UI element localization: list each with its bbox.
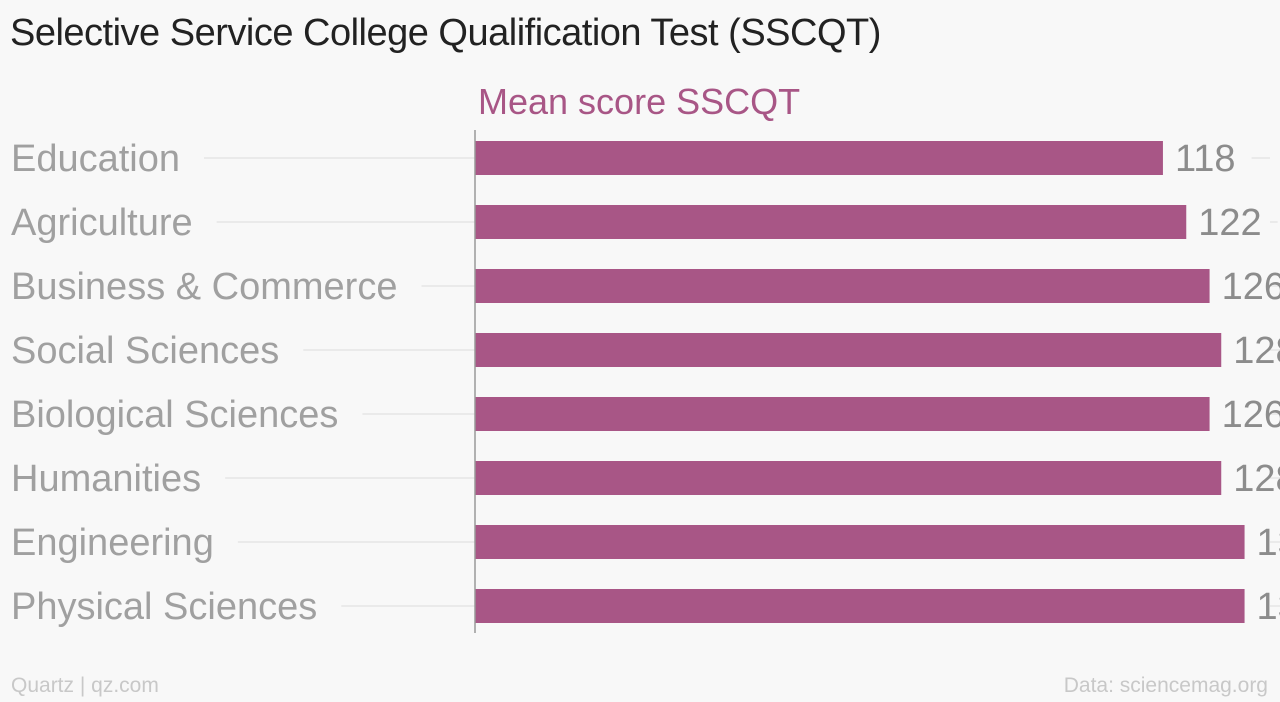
category-label: Biological Sciences (11, 394, 338, 436)
bar (475, 461, 1222, 495)
bar (475, 269, 1210, 303)
value-label: 122 (1198, 202, 1261, 244)
value-label: 128 (1233, 458, 1280, 500)
chart-title: Selective Service College Qualification … (10, 12, 881, 54)
category-label: Physical Sciences (11, 586, 317, 628)
category-label: Business & Commerce (11, 266, 397, 308)
category-label: Humanities (11, 458, 201, 500)
footer-credit: Quartz | qz.com (11, 674, 159, 697)
value-label: 126 (1222, 266, 1280, 308)
series-label: Mean score SSCQT (478, 81, 800, 122)
bars (475, 141, 1245, 623)
category-label: Engineering (11, 522, 214, 564)
value-label: 118 (1175, 138, 1236, 180)
gridlines (204, 157, 1280, 607)
value-label: 132 (1257, 522, 1280, 564)
category-label: Agriculture (11, 202, 193, 244)
bar (475, 525, 1245, 559)
value-label: 128 (1233, 330, 1280, 372)
value-labels: 118 122 126 128 126 128 132 132 (1175, 138, 1280, 628)
category-labels: Education Agriculture Business & Commerce S… (11, 138, 397, 628)
bar (475, 397, 1210, 431)
category-label: Social Sciences (11, 330, 279, 372)
value-label: 126 (1222, 394, 1280, 436)
bar (475, 205, 1187, 239)
footer-source: Data: sciencemag.org (1063, 674, 1268, 697)
category-label: Education (11, 138, 180, 180)
value-label: 132 (1257, 586, 1280, 628)
bar (475, 141, 1163, 175)
bar (475, 589, 1245, 623)
bar (475, 333, 1222, 367)
